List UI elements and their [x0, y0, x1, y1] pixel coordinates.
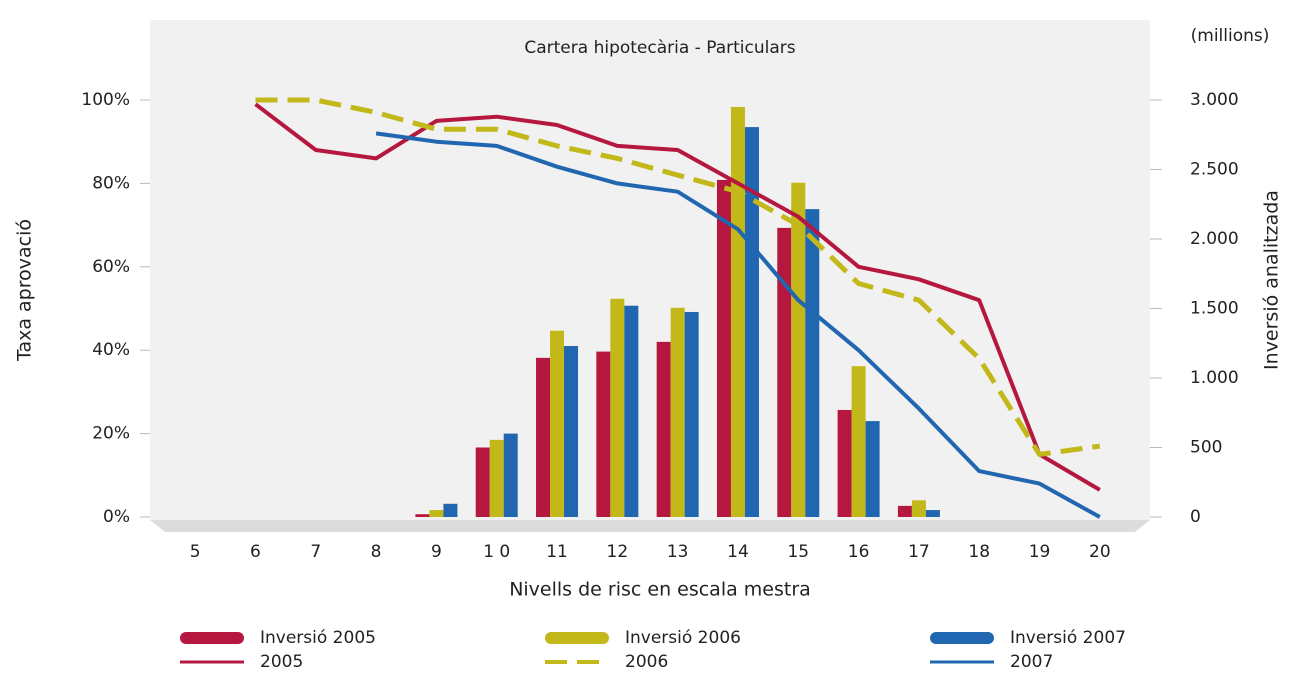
legend-label: Inversió 2007	[1010, 628, 1126, 648]
bar	[925, 510, 940, 517]
bar	[777, 227, 792, 517]
legend-label: Inversió 2006	[625, 628, 741, 648]
line	[375, 131, 1101, 519]
y2-tick-label: 2.500	[1190, 160, 1239, 180]
x-tick-label: 18	[968, 542, 990, 562]
bar	[791, 182, 806, 517]
y2-tick-label: 500	[1190, 438, 1222, 458]
y2-tick-label: 1.500	[1190, 299, 1239, 319]
line	[255, 97, 1101, 457]
bar	[716, 179, 731, 518]
x-tick-label: 5	[190, 542, 201, 562]
x-tick-label: 13	[667, 542, 689, 562]
x-tick-label: 12	[607, 542, 629, 562]
bar	[624, 305, 639, 517]
bar	[596, 351, 611, 517]
bar	[851, 366, 866, 517]
bar	[911, 500, 926, 517]
x-tick-label: 8	[371, 542, 382, 562]
y-tick-label: 0%	[103, 507, 130, 527]
bar	[564, 346, 579, 517]
x-tick-label: 6	[250, 542, 261, 562]
x-tick-label: 19	[1029, 542, 1051, 562]
legend-swatch	[180, 632, 244, 644]
bar	[443, 503, 458, 517]
x-tick-label: 17	[908, 542, 930, 562]
bar	[489, 439, 504, 517]
bar	[550, 330, 565, 517]
bar	[475, 447, 490, 517]
x-axis-label: Nivells de risc en escala mestra	[509, 579, 811, 601]
bar	[744, 127, 759, 517]
plot-floor	[150, 520, 1150, 532]
chart-title: Cartera hipotecària - Particulars	[524, 38, 795, 58]
y2-tick-label: 3.000	[1190, 90, 1239, 110]
bar	[610, 298, 625, 517]
y2-axis-label: Inversió analitzada	[1261, 190, 1283, 370]
legend-swatch	[930, 632, 994, 644]
y2-tick-label: 1.000	[1190, 368, 1239, 388]
bar	[536, 357, 551, 517]
bar	[415, 514, 430, 517]
bar	[865, 421, 880, 517]
y-tick-label: 60%	[92, 257, 130, 277]
y2-tick-label: 2.000	[1190, 229, 1239, 249]
x-tick-label: 16	[848, 542, 870, 562]
bar	[670, 307, 685, 517]
line	[254, 102, 1101, 492]
legend-label: Inversió 2005	[260, 628, 376, 648]
bar	[897, 505, 912, 517]
y2-unit: (millions)	[1191, 26, 1270, 46]
plot-wall	[150, 20, 1150, 520]
x-tick-label: 7	[310, 542, 321, 562]
x-tick-label: 1 0	[483, 542, 510, 562]
x-tick-label: 9	[431, 542, 442, 562]
bar	[429, 510, 444, 517]
y2-tick-label: 0	[1190, 507, 1201, 527]
legend-label: 2006	[625, 652, 668, 672]
y-tick-label: 80%	[92, 173, 130, 193]
bar	[730, 106, 745, 517]
y-axis-label: Taxa aprovació	[14, 219, 36, 362]
legend-label: 2005	[260, 652, 303, 672]
x-tick-label: 15	[787, 542, 809, 562]
x-tick-label: 20	[1089, 542, 1111, 562]
legend-label: 2007	[1010, 652, 1053, 672]
x-tick-label: 14	[727, 542, 749, 562]
y-tick-label: 40%	[92, 340, 130, 360]
bar	[837, 409, 852, 517]
bar	[656, 341, 671, 517]
bar	[503, 433, 518, 517]
x-tick-label: 11	[546, 542, 568, 562]
y-tick-label: 100%	[81, 90, 130, 110]
bar	[684, 311, 699, 517]
bar	[805, 209, 820, 518]
legend-swatch	[545, 632, 609, 644]
y-tick-label: 20%	[92, 424, 130, 444]
